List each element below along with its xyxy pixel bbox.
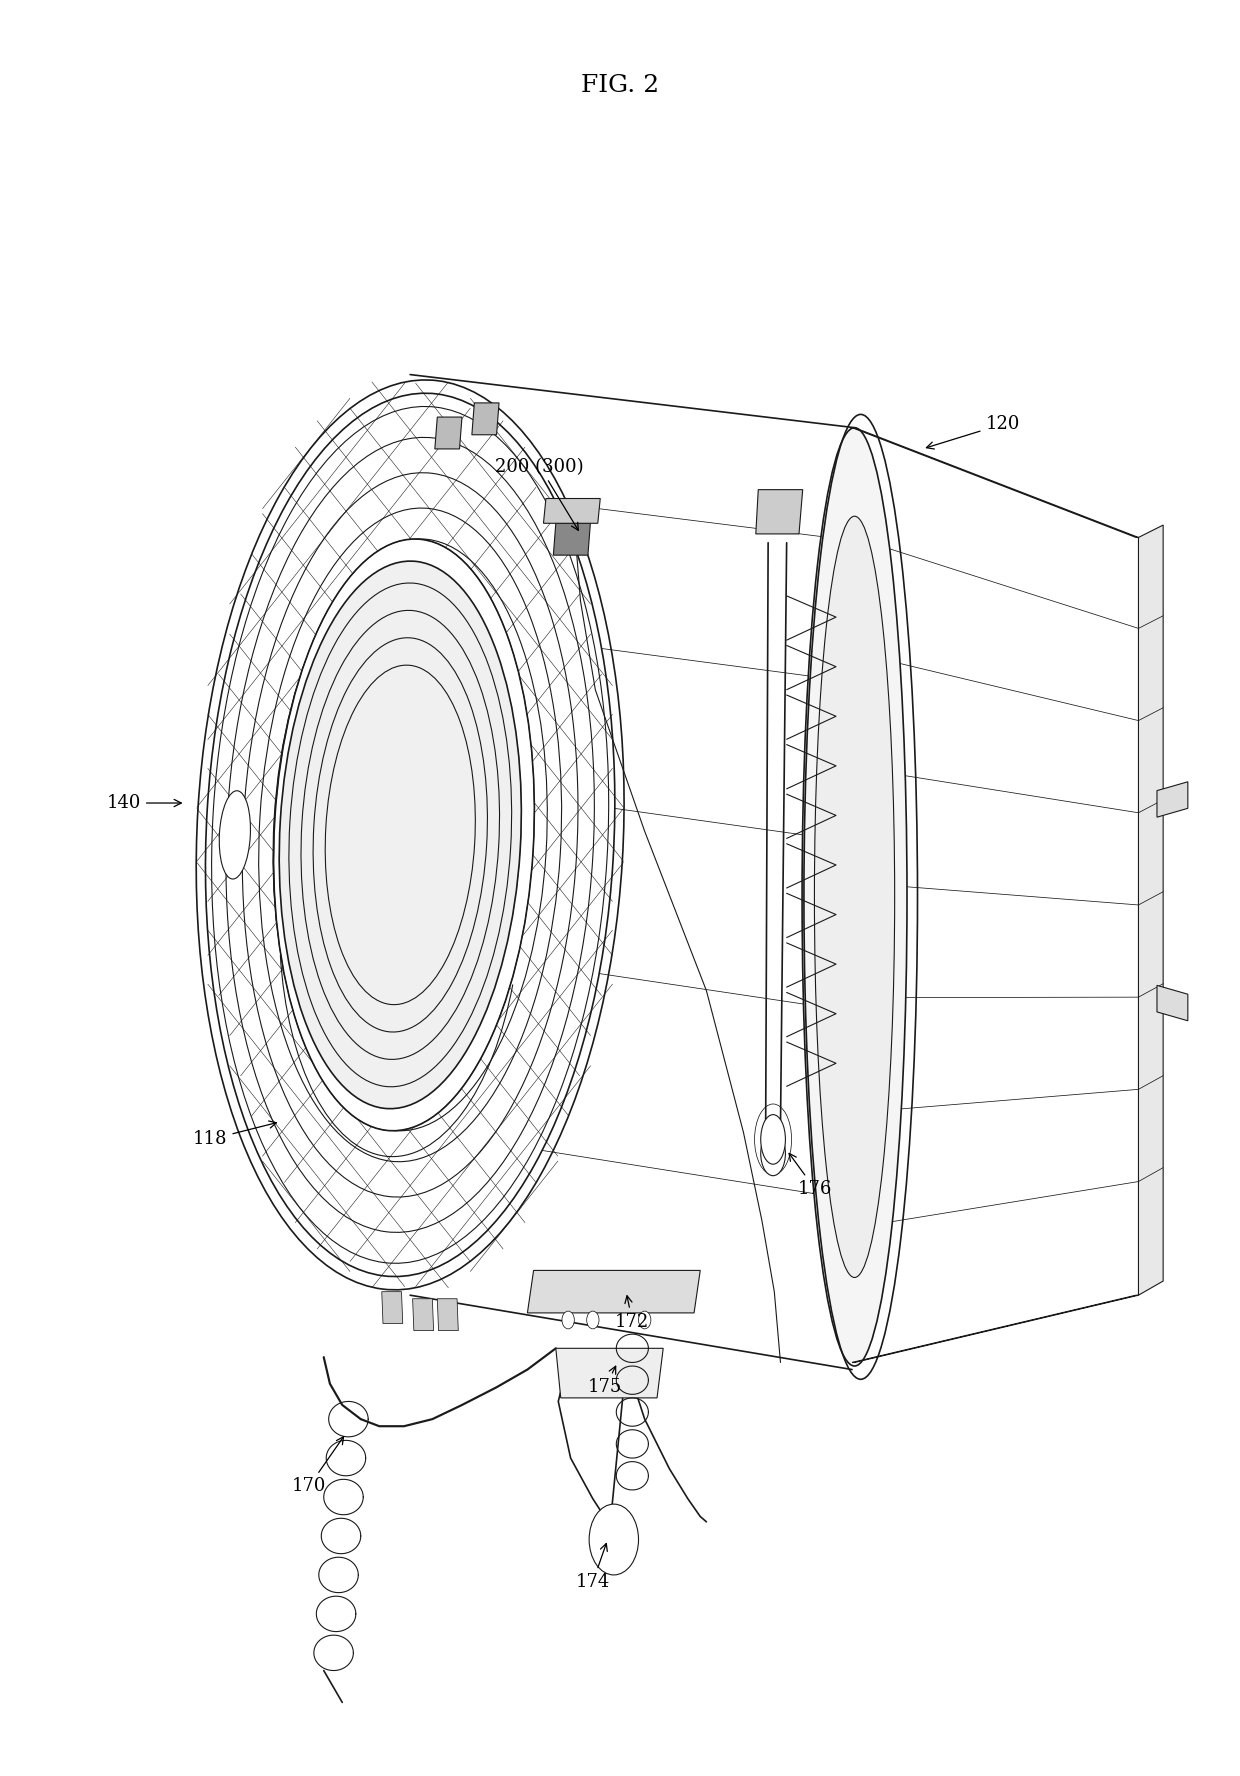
Text: 170: 170: [291, 1437, 343, 1495]
Polygon shape: [435, 417, 463, 449]
Ellipse shape: [587, 1311, 599, 1328]
Text: 174: 174: [575, 1543, 610, 1591]
Ellipse shape: [562, 1311, 574, 1328]
Ellipse shape: [589, 1504, 639, 1575]
Polygon shape: [1157, 781, 1188, 817]
Text: 118: 118: [193, 1121, 277, 1149]
Polygon shape: [472, 403, 498, 435]
Ellipse shape: [279, 561, 521, 1108]
Ellipse shape: [274, 540, 534, 1131]
Polygon shape: [543, 499, 600, 524]
Ellipse shape: [760, 1131, 785, 1176]
Text: 200 (300): 200 (300): [496, 458, 584, 531]
Polygon shape: [556, 1348, 663, 1398]
Polygon shape: [553, 524, 590, 556]
Text: 175: 175: [588, 1366, 622, 1396]
Ellipse shape: [815, 517, 895, 1277]
Polygon shape: [438, 1298, 459, 1330]
Text: FIG. 2: FIG. 2: [580, 73, 660, 96]
Text: 120: 120: [926, 416, 1019, 449]
Polygon shape: [527, 1270, 701, 1312]
Ellipse shape: [639, 1311, 651, 1328]
Polygon shape: [852, 428, 1138, 538]
Ellipse shape: [219, 790, 250, 879]
Polygon shape: [756, 490, 802, 535]
Polygon shape: [852, 1295, 1138, 1362]
Ellipse shape: [206, 392, 615, 1277]
Text: 176: 176: [789, 1153, 832, 1199]
Text: 172: 172: [615, 1296, 650, 1330]
Polygon shape: [1157, 986, 1188, 1021]
Ellipse shape: [760, 1115, 785, 1165]
Text: 140: 140: [107, 794, 181, 812]
Polygon shape: [413, 1298, 434, 1330]
Polygon shape: [382, 1291, 403, 1323]
Ellipse shape: [802, 428, 906, 1366]
Polygon shape: [1138, 526, 1163, 1295]
